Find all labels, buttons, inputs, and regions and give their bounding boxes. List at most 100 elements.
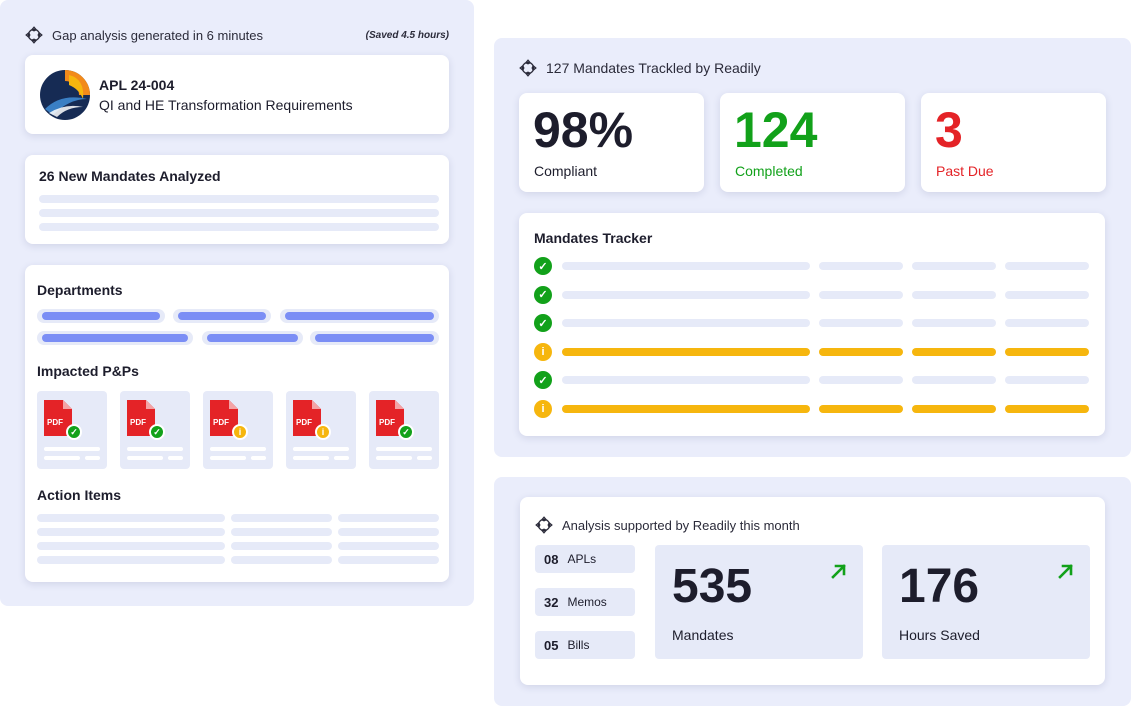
completed-label: Completed — [735, 163, 803, 179]
readily-logo-icon — [519, 59, 537, 77]
hours-saved-value: 176 — [899, 560, 980, 613]
tracker-row-bar[interactable] — [819, 290, 903, 299]
action-item-line — [231, 556, 332, 564]
tracker-row-bar[interactable] — [1005, 404, 1089, 413]
tracker-row-bar[interactable] — [912, 290, 996, 299]
mandates-tracked-header: 127 Mandates Trackled by Readily — [518, 58, 761, 78]
pdf-label: PDF — [213, 418, 229, 427]
placeholder-line — [127, 447, 183, 451]
hours-saved-label: Hours Saved — [899, 627, 980, 643]
check-icon: ✓ — [534, 314, 552, 332]
pdf-document-tile[interactable]: PDF i — [286, 391, 356, 469]
tracker-row-bar[interactable] — [912, 347, 996, 356]
gap-analysis-header: Gap analysis generated in 6 minutes — [24, 25, 263, 45]
tracker-row-bar[interactable] — [819, 319, 903, 327]
pdf-label: PDF — [47, 418, 63, 427]
placeholder-line — [85, 456, 100, 460]
gap-analysis-header-text: Gap analysis generated in 6 minutes — [52, 27, 264, 43]
pdf-file-icon — [293, 400, 321, 436]
tracker-row-bar[interactable] — [912, 404, 996, 413]
tracker-row-bar[interactable] — [562, 347, 810, 356]
placeholder-line — [168, 456, 183, 460]
hours-saved-stat[interactable]: 176 Hours Saved — [882, 545, 1090, 659]
tracker-row-bar[interactable] — [819, 376, 903, 384]
saved-hours-note: (Saved 4.5 hours) — [365, 30, 449, 41]
info-icon: i — [232, 424, 248, 440]
action-item-line — [37, 528, 225, 536]
placeholder-line — [210, 456, 246, 460]
past-due-stat-card[interactable]: 3 Past Due — [921, 93, 1106, 192]
info-icon: i — [534, 342, 552, 361]
tracker-row-bar[interactable] — [1005, 290, 1089, 299]
action-item-line — [338, 556, 439, 564]
pdf-file-icon — [127, 400, 155, 436]
completed-stat-card[interactable]: 124 Completed — [720, 93, 905, 192]
placeholder-line — [417, 456, 432, 460]
tracker-row-bar[interactable] — [1005, 319, 1089, 327]
bills-stat[interactable]: 05 Bills — [535, 631, 635, 659]
tracker-row-bar[interactable] — [912, 319, 996, 327]
mandates-tracker-card: Mandates Tracker ✓ ✓ ✓ i ✓ i — [519, 213, 1105, 436]
placeholder-line — [39, 223, 439, 231]
mandates-tracker-title: Mandates Tracker — [534, 230, 653, 246]
placeholder-line — [293, 456, 329, 460]
pdf-document-tile[interactable]: PDF i — [203, 391, 273, 469]
past-due-label: Past Due — [936, 163, 994, 179]
pdf-document-tile[interactable]: PDF ✓ — [369, 391, 439, 469]
action-item-line — [231, 542, 332, 550]
department-pill-fill — [42, 312, 160, 320]
mandates-tracked-header-text: 127 Mandates Trackled by Readily — [546, 60, 761, 76]
pdf-document-tile[interactable]: PDF ✓ — [37, 391, 107, 469]
memos-label: Memos — [567, 595, 607, 609]
mandates-stat[interactable]: 535 Mandates — [655, 545, 863, 659]
tracker-row-bar[interactable] — [912, 376, 996, 384]
tracker-row-bar[interactable] — [819, 262, 903, 270]
action-item-line — [338, 542, 439, 550]
monthly-analysis-panel: Analysis supported by Readily this month… — [494, 477, 1131, 706]
pdf-label: PDF — [130, 418, 146, 427]
compliant-stat-card[interactable]: 98% Compliant — [519, 93, 704, 192]
readily-logo-icon — [535, 516, 553, 534]
tracker-row-bar[interactable] — [819, 404, 903, 413]
apl-card[interactable]: APL 24-004 QI and HE Transformation Requ… — [25, 55, 449, 134]
department-pill-fill — [178, 312, 266, 320]
tracker-row-bar[interactable] — [1005, 376, 1089, 384]
mandates-analyzed-card[interactable]: 26 New Mandates Analyzed — [25, 155, 449, 244]
monthly-analysis-header: Analysis supported by Readily this month — [534, 515, 800, 535]
impacted-pps-title: Impacted P&Ps — [37, 363, 139, 379]
gap-details-card: Departments Impacted P&Ps PDF ✓ PDF ✓ PDF i PD… — [25, 265, 449, 582]
pdf-file-icon — [44, 400, 72, 436]
pdf-label: PDF — [379, 418, 395, 427]
arrow-up-right-icon — [1058, 564, 1073, 579]
info-icon: i — [315, 424, 331, 440]
check-icon: ✓ — [534, 371, 552, 389]
tracker-row-bar[interactable] — [562, 404, 810, 413]
memos-stat[interactable]: 32 Memos — [535, 588, 635, 616]
tracker-row-bar[interactable] — [562, 290, 810, 299]
placeholder-line — [293, 447, 349, 451]
tracker-row-bar[interactable] — [562, 262, 810, 270]
tracker-row-bar[interactable] — [1005, 347, 1089, 356]
check-icon: ✓ — [534, 257, 552, 275]
pdf-file-icon — [210, 400, 238, 436]
action-items-title: Action Items — [37, 487, 122, 503]
placeholder-line — [44, 447, 100, 451]
placeholder-line — [39, 195, 439, 203]
placeholder-line — [334, 456, 349, 460]
placeholder-line — [127, 456, 163, 460]
tracker-row-bar[interactable] — [562, 376, 810, 384]
placeholder-line — [376, 447, 432, 451]
department-pill-fill — [42, 334, 188, 342]
tracker-row-bar[interactable] — [912, 262, 996, 270]
action-item-line — [231, 528, 332, 536]
tracker-row-bar[interactable] — [1005, 262, 1089, 270]
check-icon: ✓ — [149, 424, 165, 440]
bills-count: 05 — [544, 637, 559, 653]
pdf-file-icon — [376, 400, 404, 436]
pdf-document-tile[interactable]: PDF ✓ — [120, 391, 190, 469]
placeholder-line — [44, 456, 80, 460]
mandates-label: Mandates — [672, 627, 734, 643]
tracker-row-bar[interactable] — [819, 347, 903, 356]
tracker-row-bar[interactable] — [562, 319, 810, 327]
apls-stat[interactable]: 08 APLs — [535, 545, 635, 573]
